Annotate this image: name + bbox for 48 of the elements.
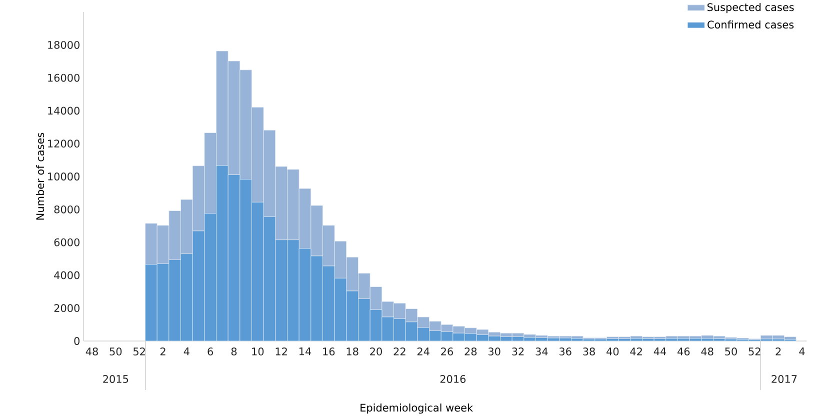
y-tick-label: 4000 [54,271,80,280]
x-tick-label: 22 [394,348,406,356]
x-tick-label: 44 [654,348,666,356]
y-tick-label: 16000 [48,74,80,82]
x-tick-label: 18 [346,348,358,356]
x-tick-label: 32 [512,348,524,356]
x-tick-label: 10 [252,348,264,356]
y-tick-label: 6000 [54,238,80,246]
x-tick-label: 14 [299,348,312,356]
x-tick-label: 34 [536,348,548,356]
x-tick-label: 50 [110,348,122,356]
x-tick-label: 8 [231,348,237,356]
y-tick-label: 12000 [48,140,80,148]
legend-label: Confirmed cases [708,20,794,29]
x-tick-label: 2 [160,348,166,356]
y-tick-label: 10000 [48,172,80,180]
y-tick-label: 8000 [54,205,80,214]
x-tick-label: 48 [86,348,98,356]
x-tick-label: 52 [133,348,145,356]
text: 2016 [440,375,466,383]
y-tick-label: 18000 [48,40,80,49]
x-tick-label: 30 [488,348,500,356]
x-tick-label: 12 [276,348,287,356]
x-tick-label: 24 [417,348,430,356]
y-tick-label: 0 [74,337,80,345]
y-tick-label: 2000 [54,304,80,312]
x-tick-label: 26 [441,348,453,356]
x-tick-label: 46 [678,348,690,356]
x-tick-label: 36 [559,348,572,356]
text: 2017 [772,375,797,383]
y-axis-title: Number of cases [36,132,44,220]
x-tick-label: 28 [464,348,477,356]
x-tick-label: 40 [606,348,619,356]
x-tick-label: 6 [208,348,213,356]
x-tick-label: 52 [748,348,760,356]
legend-label: Suspected cases [707,3,794,14]
x-tick-label: 50 [725,348,737,356]
x-tick-label: 2 [776,348,781,356]
y-tick-label: 14000 [48,106,80,115]
x-tick-label: 16 [323,348,335,356]
x-tick-label: 48 [701,348,714,356]
x-tick-label: 42 [630,348,642,356]
x-axis-title: Epidemiological week [360,404,474,414]
text: 2015 [103,375,128,383]
x-tick-label: 4 [184,348,190,356]
x-tick-label: 38 [583,348,595,356]
x-tick-label: 4 [799,348,805,356]
x-tick-label: 20 [370,348,382,356]
